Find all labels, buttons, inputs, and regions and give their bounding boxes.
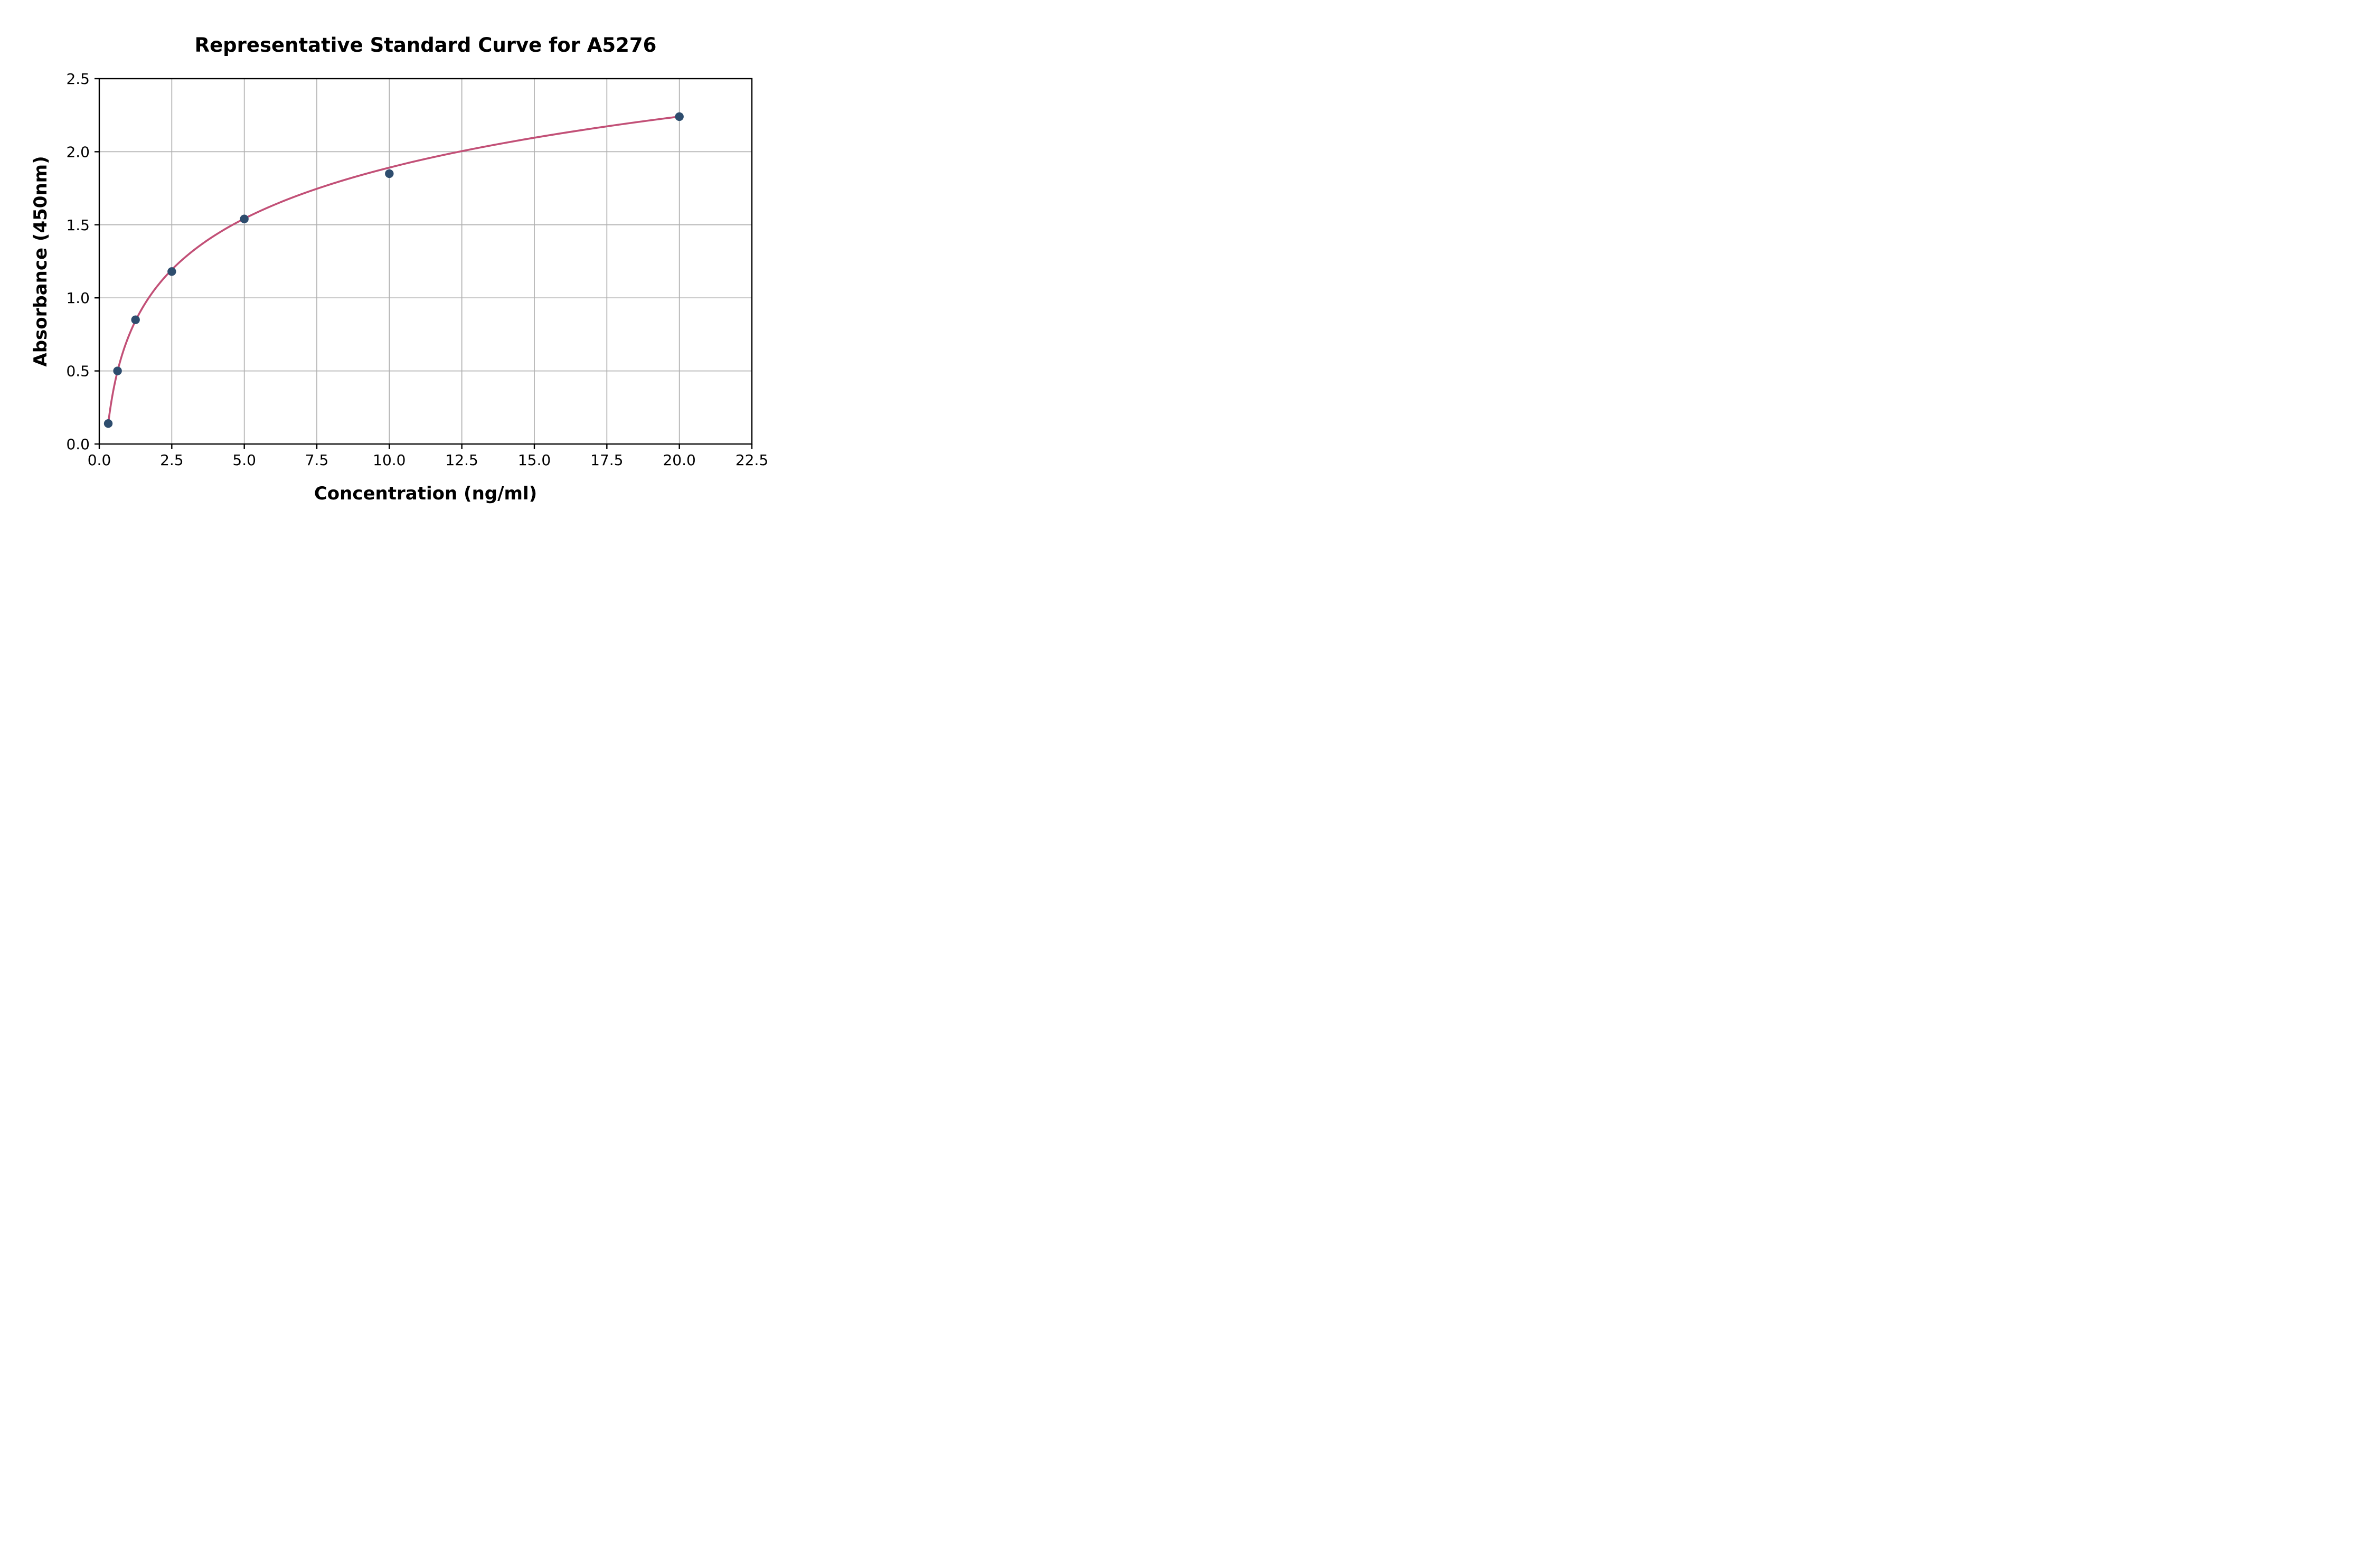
data-point — [131, 315, 140, 324]
axes-spines — [98, 78, 753, 445]
data-point — [385, 169, 394, 178]
standard-curve-plot: 0.0 2.5 5.0 7.5 10.0 12.5 15.0 17.5 20.0 22.5 0.0 0… — [66, 70, 768, 469]
tick-labels: 0.0 2.5 5.0 7.5 10.0 12.5 15.0 17.5 20.0 22.5 0.0 0… — [66, 70, 768, 469]
chart-title: Representative Standard Curve for A5276 — [194, 34, 657, 56]
fit-curve — [107, 115, 681, 424]
x-tick-label: 22.5 — [736, 451, 768, 469]
y-tick-label: 2.0 — [66, 143, 90, 160]
plot-frame — [98, 78, 753, 445]
x-axis-title: Concentration (ng/ml) — [314, 483, 538, 504]
x-tick-label: 10.0 — [373, 451, 406, 469]
y-tick-label: 2.5 — [66, 70, 90, 88]
tick-marks — [95, 78, 753, 449]
x-tick-label: 2.5 — [160, 451, 184, 469]
x-tick-label: 7.5 — [305, 451, 329, 469]
data-point — [103, 419, 113, 428]
x-tick-label: 17.5 — [590, 451, 623, 469]
x-tick-label: 5.0 — [232, 451, 256, 469]
y-tick-label: 0.5 — [66, 363, 90, 380]
y-tick-label: 1.0 — [66, 289, 90, 307]
y-tick-label: 1.5 — [66, 216, 90, 234]
x-tick-label: 12.5 — [445, 451, 478, 469]
data-point — [675, 112, 684, 121]
data-points — [103, 112, 684, 428]
x-tick-label: 0.0 — [88, 451, 111, 469]
data-point — [167, 267, 176, 276]
gridlines — [99, 78, 752, 444]
standard-curve-figure: 0.0 2.5 5.0 7.5 10.0 12.5 15.0 17.5 20.0 22.5 0.0 0… — [0, 0, 792, 523]
x-tick-label: 20.0 — [663, 451, 695, 469]
y-tick-label: 0.0 — [66, 436, 90, 453]
data-point — [240, 214, 249, 223]
fit-curve-line — [107, 115, 681, 424]
data-point — [113, 366, 122, 375]
x-tick-label: 15.0 — [518, 451, 551, 469]
y-axis-title: Absorbance (450nm) — [30, 156, 51, 367]
